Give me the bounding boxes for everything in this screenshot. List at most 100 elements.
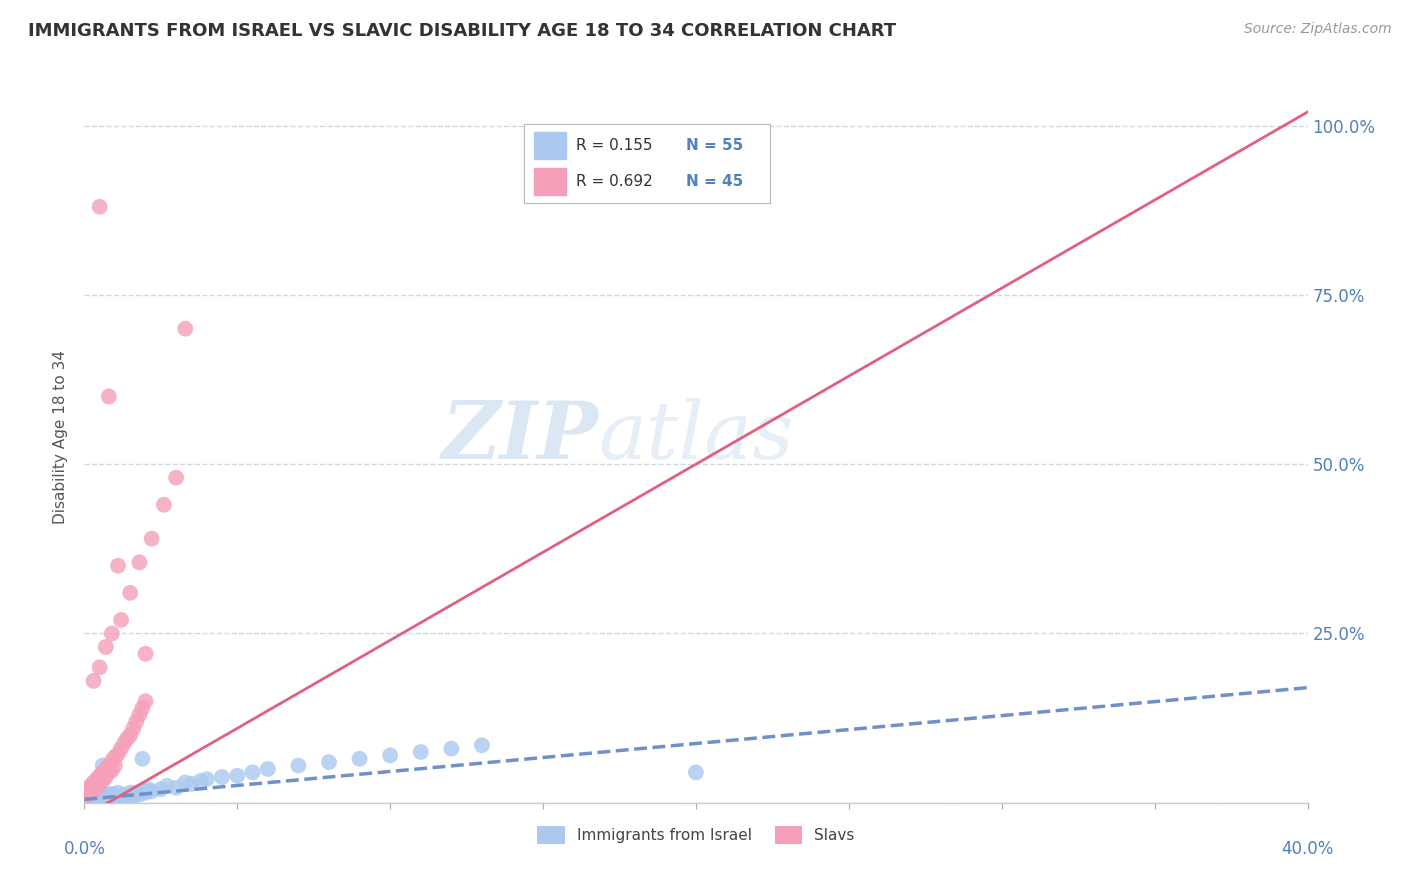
Point (89, 660, 111, 674)
Point (211, 770, 233, 784)
Point (471, 738, 494, 752)
Point (91, 789, 114, 803)
Point (107, 558, 129, 573)
Point (107, 747, 129, 761)
Point (131, 783, 153, 797)
Point (89, 788, 111, 802)
Point (79, 779, 101, 793)
Point (89, 791, 111, 805)
Point (174, 322, 197, 336)
Point (122, 789, 145, 803)
Point (107, 790, 129, 805)
Point (128, 707, 150, 722)
Point (79, 790, 101, 805)
Point (149, 782, 172, 797)
Point (409, 745, 432, 759)
Point (76, 782, 98, 797)
Point (174, 775, 197, 789)
Bar (534, 132, 567, 159)
Point (94, 640, 117, 654)
Point (380, 748, 402, 763)
Point (141, 532, 163, 546)
Point (120, 786, 142, 800)
Point (128, 788, 150, 802)
Point (685, 765, 707, 780)
Point (131, 752, 153, 766)
Text: N = 45: N = 45 (686, 174, 744, 188)
Point (120, 728, 142, 742)
Point (257, 762, 280, 776)
Point (287, 758, 309, 772)
Point (86, 793, 108, 807)
Text: N = 55: N = 55 (686, 138, 744, 153)
Point (190, 774, 212, 789)
Point (91, 774, 114, 789)
Point (318, 755, 340, 769)
Point (97, 788, 120, 802)
Point (91, 791, 114, 805)
Point (141, 784, 163, 798)
Point (101, 754, 124, 768)
Point (83, 783, 105, 797)
Point (83, 775, 105, 789)
Point (165, 471, 187, 485)
Point (112, 736, 135, 750)
Point (104, 749, 127, 764)
Point (101, 626, 124, 640)
Point (107, 786, 129, 800)
Point (156, 779, 179, 793)
Text: IMMIGRANTS FROM ISRAEL VS SLAVIC DISABILITY AGE 18 TO 34 CORRELATION CHART: IMMIGRANTS FROM ISRAEL VS SLAVIC DISABIL… (28, 22, 896, 40)
Point (79, 786, 101, 800)
Legend: Immigrants from Israel, Slavs: Immigrants from Israel, Slavs (531, 820, 860, 850)
Point (101, 787, 124, 801)
Point (153, 498, 176, 512)
Text: Source: ZipAtlas.com: Source: ZipAtlas.com (1244, 22, 1392, 37)
Point (94, 770, 117, 784)
Point (86, 790, 108, 805)
Text: atlas: atlas (598, 399, 793, 475)
Point (131, 701, 153, 715)
Point (138, 782, 160, 797)
Point (94, 762, 117, 776)
Point (89, 769, 111, 783)
Point (76, 789, 98, 803)
Point (120, 586, 142, 600)
Point (97, 792, 120, 806)
Point (115, 731, 138, 746)
Point (97, 765, 120, 780)
Point (101, 790, 124, 805)
Text: R = 0.155: R = 0.155 (576, 138, 652, 153)
Point (440, 741, 463, 756)
Point (101, 764, 124, 778)
Point (135, 786, 157, 800)
Point (110, 613, 132, 627)
Point (122, 721, 145, 735)
Point (125, 786, 148, 800)
Point (94, 789, 117, 804)
Point (97, 389, 120, 403)
Point (83, 673, 105, 688)
Point (226, 769, 249, 783)
Point (115, 790, 138, 805)
Point (83, 789, 105, 803)
Point (125, 714, 148, 729)
Point (83, 793, 105, 807)
Point (79, 794, 101, 808)
Point (97, 758, 120, 772)
Point (91, 758, 114, 772)
Point (165, 780, 187, 795)
Point (349, 752, 371, 766)
Point (86, 772, 108, 786)
Point (104, 791, 127, 805)
Point (135, 694, 157, 708)
Point (94, 791, 117, 805)
Point (83, 792, 105, 806)
Point (89, 777, 111, 791)
Point (135, 647, 157, 661)
Point (76, 794, 98, 808)
Text: 40.0%: 40.0% (1281, 840, 1334, 858)
Text: 0.0%: 0.0% (63, 840, 105, 858)
Y-axis label: Disability Age 18 to 34: Disability Age 18 to 34 (53, 350, 69, 524)
Point (76, 792, 98, 806)
Text: R = 0.692: R = 0.692 (576, 174, 652, 188)
